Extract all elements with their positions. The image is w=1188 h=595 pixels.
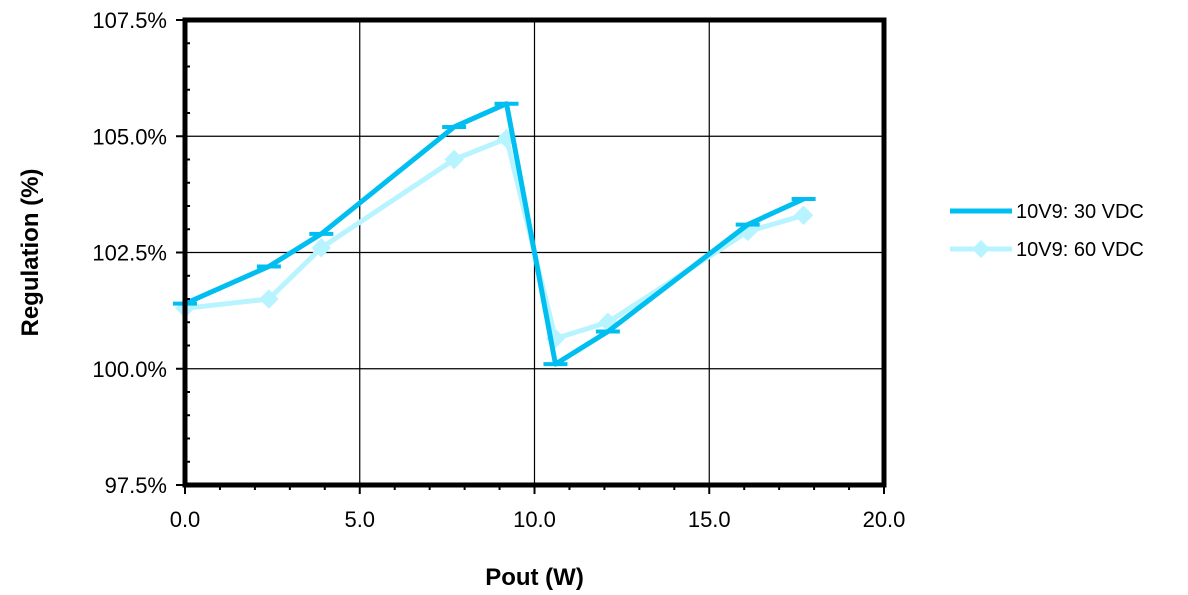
y-tick-label: 100.0% <box>92 357 167 382</box>
y-tick-label: 102.5% <box>92 241 167 266</box>
legend-item: 10V9: 30 VDC <box>950 201 1144 223</box>
y-tick-label: 107.5% <box>92 8 167 33</box>
data-point-diamond <box>793 205 814 226</box>
legend-swatch-marker <box>972 240 990 258</box>
data-point-diamond <box>311 238 332 258</box>
legend-label: 10V9: 60 VDC <box>1016 239 1144 261</box>
series-10v9-60-vdc <box>175 128 814 349</box>
axis-ticks <box>176 19 885 494</box>
legend: 10V9: 30 VDC 10V9: 60 VDC <box>950 201 1144 261</box>
legend-label: 10V9: 30 VDC <box>1016 201 1144 223</box>
series-line <box>184 136 805 342</box>
x-tick-label: 15.0 <box>688 507 731 532</box>
series-layer <box>173 101 816 367</box>
x-tick-label: 0.0 <box>170 507 201 532</box>
data-point-diamond <box>259 289 279 309</box>
x-tick-label: 10.0 <box>513 507 556 532</box>
x-tick-label: 5.0 <box>344 507 375 532</box>
y-tick-label: 105.0% <box>92 124 167 149</box>
tick-labels: 0.0 5.0 10.0 15.0 20.0 97.5% 100.0% 102.5% 105.0… <box>92 8 905 532</box>
data-point-diamond <box>444 149 464 170</box>
x-axis-title: Pout (W) <box>485 564 584 591</box>
y-axis-title: Regulation (%) <box>17 169 44 337</box>
legend-item: 10V9: 60 VDC <box>950 239 1144 261</box>
x-tick-label: 20.0 <box>863 507 906 532</box>
y-tick-label: 97.5% <box>105 473 167 498</box>
